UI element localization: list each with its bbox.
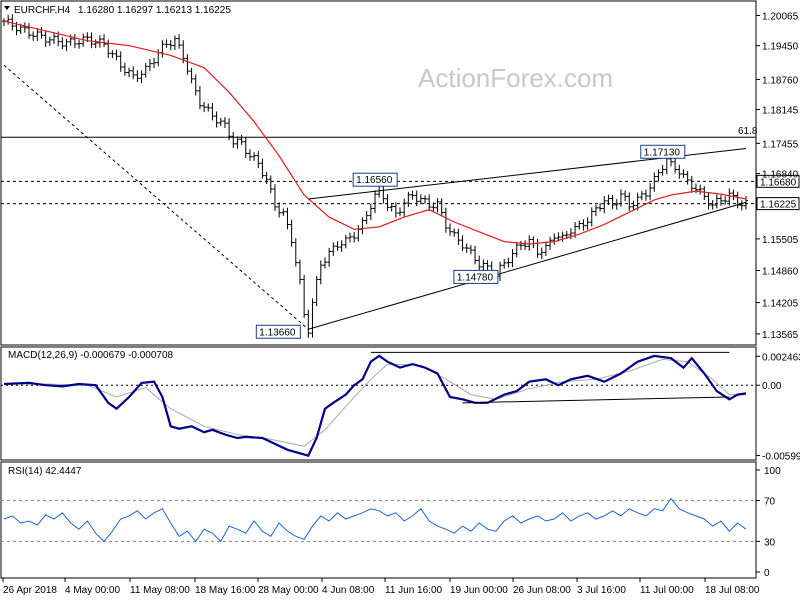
rsi-axis-label: 0 xyxy=(764,568,770,579)
time-axis-label: 26 Jun 08:00 xyxy=(513,585,571,596)
macd-axis-label: 0.002463 xyxy=(762,352,800,363)
time-axis-label: 18 May 16:00 xyxy=(195,585,256,596)
annotation-label-1: 1.16560 xyxy=(356,175,393,186)
macd-axis-label: 0.00 xyxy=(762,381,782,392)
macd-signal-line xyxy=(4,358,746,447)
macd-title: MACD(12,26,9) -0.000679 -0.000708 xyxy=(8,350,174,361)
rsi-layer xyxy=(1,497,756,543)
time-axis-label: 28 May 00:00 xyxy=(258,585,319,596)
symbol-label: EURCHF,H4 xyxy=(14,5,71,16)
price-axis-label: 1.17455 xyxy=(762,139,799,150)
axes-layer: 1.16680 1.16225 1.20065 1.19450 1.18760 1.181… xyxy=(2,12,800,596)
rsi-line xyxy=(3,497,747,543)
rsi-axis-label: 70 xyxy=(764,497,776,508)
time-axis-label: 11 May 08:00 xyxy=(130,585,190,596)
price-axis-label: 1.16840 xyxy=(762,169,799,180)
time-axis-label: 4 Jun 08:00 xyxy=(322,585,375,596)
annotation-box-0 xyxy=(255,324,301,339)
price-axis-label: 1.20065 xyxy=(762,12,799,23)
rsi-title: RSI(14) 42.4447 xyxy=(8,466,82,477)
dropdown-triangle-icon[interactable] xyxy=(4,6,10,10)
watermark: ActionForex.com xyxy=(418,63,613,93)
macd-line xyxy=(3,354,747,458)
annotation-label-2: 1.14780 xyxy=(457,272,494,283)
trendline-0 xyxy=(3,64,309,330)
price-axis-label: 1.18760 xyxy=(762,75,799,86)
fib-level-label: 61.8 xyxy=(738,126,758,137)
macd-axis-label: -0.005992 xyxy=(762,452,800,463)
annotation-label-3: 1.17130 xyxy=(644,147,681,158)
price-tag-0: 1.16680 xyxy=(760,177,797,188)
time-axis-label: 19 Jun 00:00 xyxy=(450,585,508,596)
moving-average-line xyxy=(3,20,747,245)
price-axis-label: 1.14205 xyxy=(762,299,799,310)
price-axis-label: 1.15505 xyxy=(762,235,799,246)
rsi-axis-label: 30 xyxy=(764,537,776,548)
trendline-1 xyxy=(308,201,747,330)
annotation-box-2 xyxy=(453,269,499,284)
rsi-panel xyxy=(0,461,757,579)
time-axis-label: 18 Jul 08:00 xyxy=(705,585,760,596)
chart-header: EURCHF,H4 1.16280 1.16297 1.16213 1.1622… xyxy=(4,5,231,16)
price-tag-box-1 xyxy=(756,197,800,211)
annotation-box-1 xyxy=(352,172,398,187)
price-tag-1: 1.16225 xyxy=(760,200,797,211)
annotation-box-3 xyxy=(640,144,686,159)
time-axis-label: 11 Jun 16:00 xyxy=(385,585,443,596)
macd-trendline-1 xyxy=(462,396,730,404)
price-axis-label: 1.18145 xyxy=(762,106,799,117)
price-layer: 61.8 1.13660 1.16560 1.14780 1.17130 xyxy=(1,14,758,339)
annotation-label-0: 1.13660 xyxy=(259,327,296,338)
rsi-axis-label: 100 xyxy=(764,466,781,477)
time-axis-label: 4 May 00:00 xyxy=(65,585,120,596)
macd-layer xyxy=(1,351,756,458)
price-axis-label: 1.19450 xyxy=(762,42,799,53)
price-axis-label: 1.14860 xyxy=(762,266,799,277)
time-axis-label: 11 Jul 00:00 xyxy=(640,585,694,596)
ohlc-values: 1.16280 1.16297 1.16213 1.16225 xyxy=(78,5,231,16)
macd-panel xyxy=(0,346,757,461)
time-axis-label: 26 Apr 2018 xyxy=(3,585,57,596)
price-axis-label: 1.13565 xyxy=(762,330,799,341)
time-axis-label: 3 Jul 16:00 xyxy=(577,585,626,596)
price-tag-box-0 xyxy=(756,174,800,188)
